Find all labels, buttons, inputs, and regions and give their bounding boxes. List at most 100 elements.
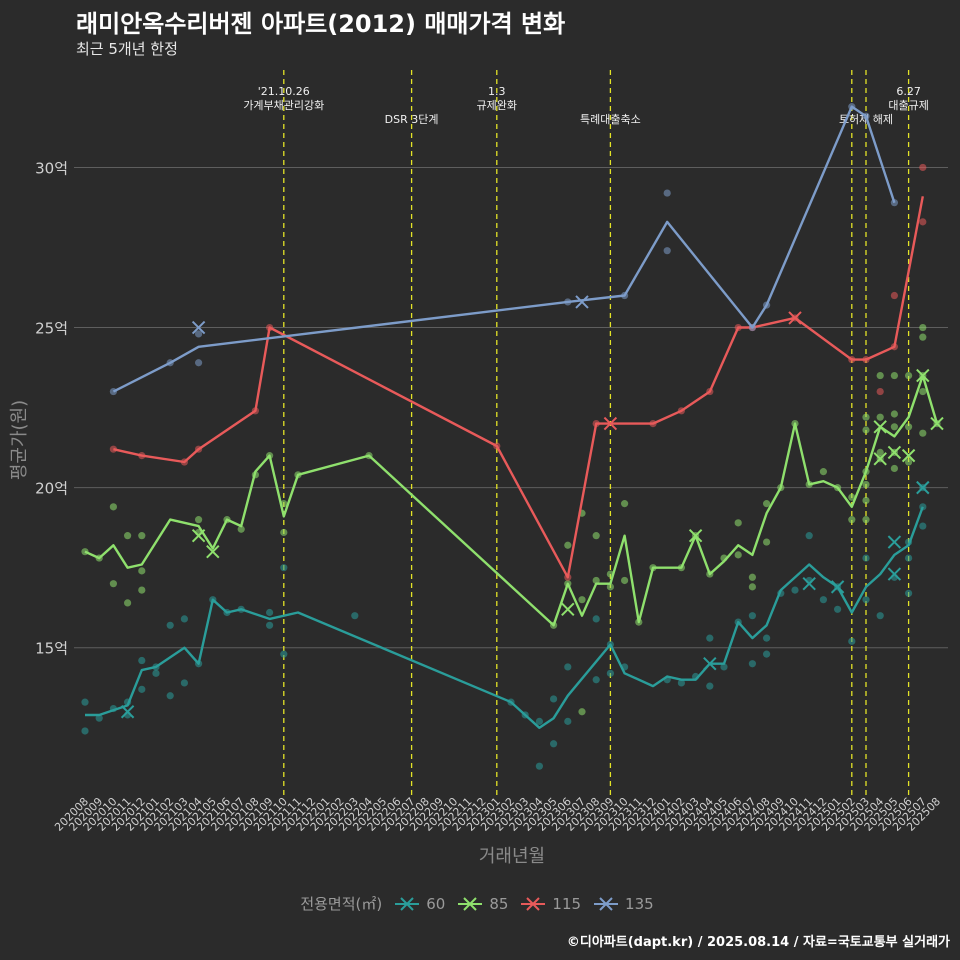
data-point	[919, 522, 927, 530]
data-point	[237, 525, 245, 533]
legend-label: 135	[625, 894, 654, 913]
data-point	[862, 426, 870, 434]
data-point	[862, 554, 870, 562]
x-marker	[830, 580, 845, 594]
data-point	[819, 596, 828, 604]
data-point	[748, 660, 757, 668]
data-point	[919, 323, 927, 332]
legend-item-135: 135	[593, 895, 654, 913]
x-marker	[120, 705, 135, 719]
data-point	[791, 586, 799, 594]
x-marker	[788, 311, 802, 325]
data-point	[138, 586, 146, 594]
data-point	[848, 637, 856, 645]
data-point	[919, 429, 927, 437]
data-point	[734, 519, 742, 527]
data-point	[876, 371, 884, 380]
x-marker	[603, 416, 618, 431]
x-marker	[873, 452, 887, 466]
legend-swatch	[594, 896, 619, 911]
data-point	[81, 698, 89, 706]
data-point	[592, 676, 600, 684]
chart-title: 래미안옥수리버젠 아파트(2012) 매매가격 변화	[76, 10, 566, 38]
x-marker	[916, 368, 930, 383]
data-point	[734, 551, 742, 559]
y-tick-label: 20억	[35, 480, 68, 498]
data-point	[834, 605, 842, 613]
legend-item-60: 60	[394, 895, 445, 913]
chart-subtitle: 최근 5개년 한정	[76, 40, 178, 58]
series-115	[109, 163, 927, 581]
data-point	[578, 596, 586, 604]
data-point	[862, 596, 870, 604]
data-point	[905, 423, 913, 431]
data-point	[109, 503, 117, 511]
data-point	[195, 359, 203, 367]
legend-label: 60	[426, 894, 446, 913]
legend-swatch	[458, 896, 483, 911]
data-point	[805, 532, 813, 540]
data-point	[748, 612, 757, 620]
data-point	[138, 532, 146, 540]
y-axis-label: 평균가(원)	[9, 400, 30, 480]
data-point	[578, 708, 586, 716]
data-point	[621, 576, 629, 585]
x-marker	[561, 602, 575, 617]
data-point	[890, 410, 899, 418]
data-point	[748, 573, 757, 581]
x-marker	[575, 295, 589, 309]
data-point	[592, 576, 600, 585]
y-tick-label: 25억	[35, 320, 68, 338]
y-tick-label: 30억	[35, 159, 68, 177]
data-point	[763, 538, 771, 546]
x-marker	[901, 448, 916, 463]
x-marker	[887, 535, 902, 549]
event-label: 가계부채관리강화	[243, 99, 324, 112]
data-point	[166, 692, 174, 700]
data-point	[138, 567, 146, 575]
event-label: DSR 3단계	[385, 113, 439, 126]
data-point	[706, 634, 714, 642]
data-point	[180, 679, 188, 687]
data-point	[763, 500, 771, 508]
data-point	[677, 679, 686, 687]
series-135	[109, 103, 899, 396]
data-point	[763, 634, 771, 642]
x-marker	[191, 320, 206, 335]
legend-item-115: 115	[520, 895, 581, 913]
data-point	[535, 717, 544, 725]
data-point	[905, 589, 913, 597]
legend-item-85: 85	[457, 895, 508, 913]
data-point	[95, 714, 103, 722]
x-marker	[887, 567, 902, 581]
data-point	[266, 608, 274, 617]
event-label: '21.10.26	[258, 85, 310, 98]
data-point	[919, 218, 927, 226]
x-marker	[873, 420, 887, 434]
data-point	[166, 621, 174, 629]
series-line	[112, 105, 896, 393]
x-marker	[206, 544, 220, 559]
x-axis-label: 거래년월	[479, 846, 545, 867]
source-caption: ©디아파트(dapt.kr) / 2025.08.14 / 자료=국토교통부 실…	[566, 935, 950, 950]
data-point	[876, 612, 884, 620]
data-point	[280, 650, 288, 658]
legend-label: 115	[552, 894, 582, 913]
series-60	[81, 480, 930, 770]
legend-swatch-x	[599, 896, 613, 911]
event-label: 6.27	[896, 85, 921, 98]
data-point	[535, 762, 544, 770]
data-point	[621, 500, 629, 508]
data-point	[890, 464, 899, 473]
x-marker	[703, 657, 717, 671]
data-point	[195, 516, 203, 524]
event-label: 대출규제	[888, 99, 928, 112]
data-point	[862, 413, 870, 421]
data-point	[706, 682, 714, 690]
legend-title: 전용면적(㎡)	[300, 895, 383, 913]
series-line	[84, 374, 939, 627]
data-point	[890, 371, 899, 380]
data-point	[351, 612, 359, 620]
